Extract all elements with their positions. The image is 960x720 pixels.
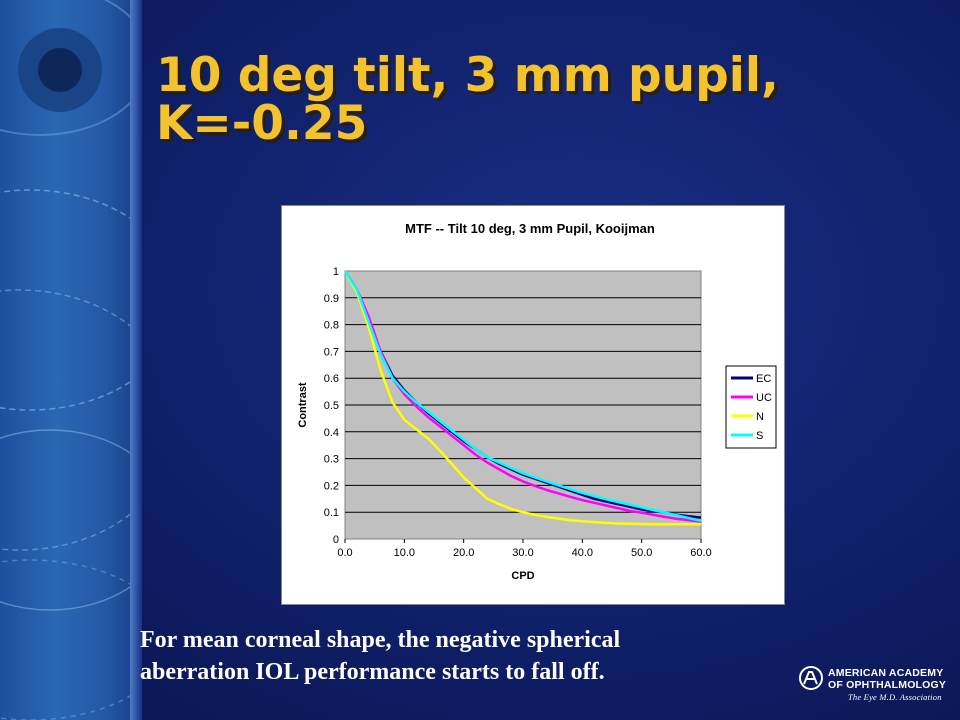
series-lines [343,270,702,526]
band-edge [130,0,142,720]
x-tick-label: 0.0 [337,547,352,559]
chart-title: MTF -- Tilt 10 deg, 3 mm Pupil, Kooijman [405,221,655,236]
y-tick-label: 0.3 [324,454,339,466]
y-tick-label: 0.4 [324,427,339,439]
legend-label-ec: EC [756,373,771,385]
y-tick-label: 0.9 [324,293,339,305]
y-tick-label: 0.5 [324,400,339,412]
x-tick-label: 40.0 [572,547,593,559]
y-tick-label: 0 [333,534,339,546]
caption-line-1: For mean corneal shape, the negative sph… [140,627,621,653]
y-tick-label: 0.6 [324,373,339,385]
x-tick-label: 30.0 [512,547,533,559]
series-line-n [343,270,701,526]
x-axis-label: CPD [511,570,534,582]
y-tick-label: 1 [333,266,339,278]
legend-label-uc: UC [756,392,772,404]
legend-label-s: S [756,430,763,442]
x-tick-label: 20.0 [453,547,474,559]
x-tick-label: 10.0 [394,547,415,559]
mtf-chart-svg: MTF -- Tilt 10 deg, 3 mm Pupil, Kooijman… [297,221,777,582]
legend-label-n: N [756,411,764,423]
series-line-s [343,270,702,523]
y-tick-label: 0.7 [324,346,339,358]
logo-line-1: American Academy [828,667,944,679]
slide-title-line-2: K=-0.25 [156,96,368,151]
y-tick-label: 0.8 [324,320,339,332]
decorative-eye-band [0,0,140,720]
mtf-chart: MTF -- Tilt 10 deg, 3 mm Pupil, Kooijman… [281,205,785,605]
y-tick-label: 0.2 [324,480,339,492]
eye-artwork [0,0,140,720]
series-line-uc [343,270,702,523]
aao-logo: American Academy of Ophthalmology The Ey… [798,663,948,709]
x-tick-labels: 0.0 10.0 20.0 30.0 40.0 50.0 60.0 [337,539,712,559]
x-tick-label: 50.0 [631,547,652,559]
aao-emblem-icon [799,666,823,690]
slide-title: 10 deg tilt, 3 mm pupil, K=-0.25 [156,52,916,148]
logo-line-3: The Eye M.D. Association [848,692,942,702]
caption-line-2: aberration IOL performance starts to fal… [140,659,605,685]
x-tick-label: 60.0 [690,547,711,559]
grid-lines [345,297,701,513]
logo-line-2: of Ophthalmology [828,679,947,691]
y-tick-labels: 0 0.1 0.2 0.3 0.4 0.5 0.6 0.7 0.8 0.9 1 [324,266,339,546]
y-tick-label: 0.1 [324,507,339,519]
slide-title-line-1: 10 deg tilt, 3 mm pupil, [156,48,779,103]
y-axis-label: Contrast [297,382,309,428]
slide-caption: For mean corneal shape, the negative sph… [140,624,800,688]
chart-legend: EC UC NS [725,365,777,449]
